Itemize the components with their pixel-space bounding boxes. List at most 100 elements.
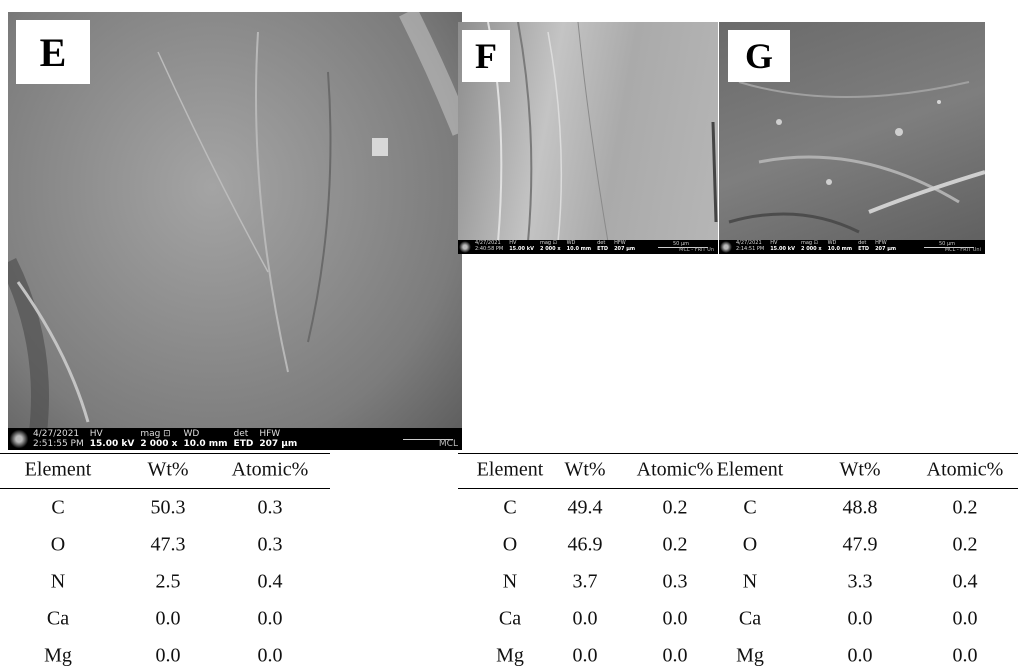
field-value: 10.0 mm <box>567 247 592 253</box>
table-cell: N <box>743 571 757 594</box>
table-cell: 3.3 <box>848 571 873 594</box>
field-value: 15.00 kV <box>90 439 135 449</box>
table-rule <box>458 453 1018 454</box>
time: 2:40:58 PM <box>475 247 503 253</box>
field-value: 15.00 kV <box>509 247 534 253</box>
icon <box>458 240 472 254</box>
table-cell: 0.0 <box>573 645 598 667</box>
table-header: Wt% <box>839 459 880 482</box>
table-header: Atomic% <box>927 459 1004 482</box>
info-field: mag ⊡2 000 x <box>798 241 825 253</box>
field-value: 2 000 x <box>140 439 177 449</box>
table-cell: 0.2 <box>953 497 978 520</box>
field-value: 10.0 mm <box>183 439 227 449</box>
info-field: mag ⊡2 000 x <box>137 429 180 450</box>
field-value: 10.0 mm <box>828 247 853 253</box>
info-field: HV15.00 kV <box>506 241 537 253</box>
table-cell: 0.0 <box>156 608 181 631</box>
table-cell: 46.9 <box>568 534 603 557</box>
table-cell: C <box>503 497 516 520</box>
table-cell: O <box>51 534 65 557</box>
table-cell: 47.9 <box>843 534 878 557</box>
time: 2:51:55 PM <box>33 439 84 449</box>
table-cell: 0.0 <box>953 608 978 631</box>
table-cell: 0.0 <box>848 608 873 631</box>
table-rule <box>0 453 330 454</box>
table-rule <box>0 488 330 489</box>
table-cell: 0.0 <box>663 608 688 631</box>
table-cell: Mg <box>44 645 72 667</box>
icon <box>719 240 733 254</box>
table-cell: Ca <box>499 608 521 631</box>
table-cell: 0.0 <box>953 645 978 667</box>
field-value: ETD <box>234 439 254 449</box>
table-cell: O <box>743 534 757 557</box>
figure: E4/27/20212:51:55 PMHV15.00 kVmag ⊡2 000… <box>0 0 1018 667</box>
field-label: HFW <box>259 429 297 439</box>
table-header: Element <box>25 459 92 482</box>
table-cell: C <box>743 497 756 520</box>
table-header: Wt% <box>147 459 188 482</box>
info-field: detETD <box>231 429 257 450</box>
table-cell: 0.4 <box>258 571 283 594</box>
table-cell: 47.3 <box>151 534 186 557</box>
field-value: 2 000 x <box>801 247 822 253</box>
table-rule <box>458 488 1018 489</box>
table-cell: 0.0 <box>258 608 283 631</box>
table-header: Element <box>717 459 784 482</box>
table-cell: N <box>51 571 65 594</box>
table-cell: O <box>503 534 517 557</box>
table-cell: Ca <box>739 608 761 631</box>
field-label: mag ⊡ <box>140 429 177 439</box>
table-cell: 0.3 <box>258 497 283 520</box>
time: 2:14:51 PM <box>736 247 764 253</box>
table-cell: Ca <box>47 608 69 631</box>
panel-label: F <box>462 30 510 82</box>
icon <box>8 428 30 450</box>
table-header: Wt% <box>564 459 605 482</box>
panel-label: G <box>728 30 790 82</box>
table-cell: 0.0 <box>848 645 873 667</box>
date: 4/27/2021 <box>33 429 84 439</box>
table-cell: 50.3 <box>151 497 186 520</box>
table-cell: 0.0 <box>663 645 688 667</box>
table-cell: 0.0 <box>573 608 598 631</box>
info-field: HFW207 µm <box>872 241 899 253</box>
field-value: 207 µm <box>259 439 297 449</box>
panel-label: E <box>16 20 90 84</box>
table-cell: 0.3 <box>663 571 688 594</box>
table-cell: 48.8 <box>843 497 878 520</box>
table-header: Atomic% <box>232 459 309 482</box>
table-cell: C <box>51 497 64 520</box>
field-label: WD <box>183 429 227 439</box>
table-cell: 0.0 <box>156 645 181 667</box>
field-value: 207 µm <box>875 247 896 253</box>
footer: MCL - FRIT Uni <box>945 247 981 253</box>
table-cell: 0.2 <box>663 497 688 520</box>
sem-image: G 4/27/20212:14:51 PMHV15.00 kVmag ⊡2 000… <box>719 22 985 254</box>
field-value: ETD <box>858 247 869 253</box>
table-cell: 3.7 <box>573 571 598 594</box>
table-cell: 0.3 <box>258 534 283 557</box>
table-cell: Mg <box>496 645 524 667</box>
table-cell: 2.5 <box>156 571 181 594</box>
info-field: mag ⊡2 000 x <box>537 241 564 253</box>
table-cell: 49.4 <box>568 497 603 520</box>
field-value: 2 000 x <box>540 247 561 253</box>
info-field: WD10.0 mm <box>564 241 595 253</box>
table-cell: N <box>503 571 517 594</box>
